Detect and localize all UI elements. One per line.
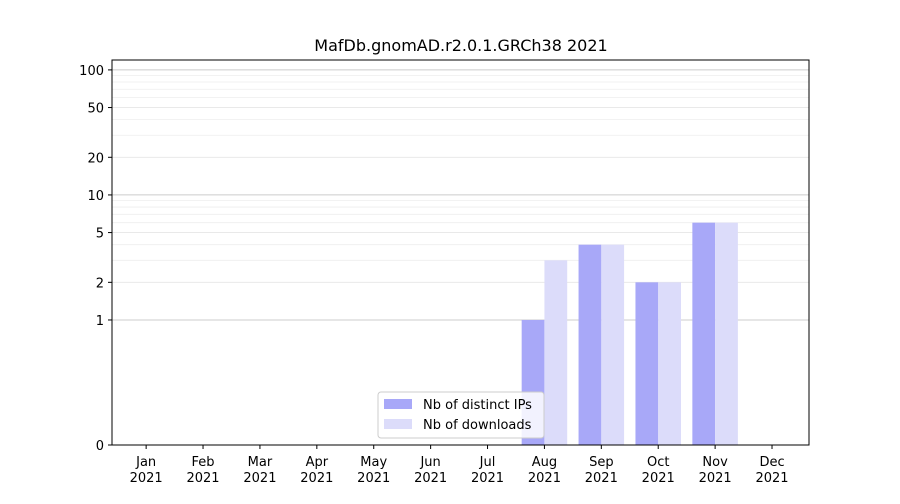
y-tick-label: 100 (79, 64, 104, 79)
y-tick-label: 1 (96, 314, 104, 329)
x-tick-month: Aug (532, 455, 557, 470)
x-tick-year: 2021 (130, 471, 163, 486)
x-tick-month: Oct (647, 455, 669, 470)
bar-distinct-ips-oct (635, 282, 659, 445)
legend-swatch (384, 419, 412, 429)
legend-swatch (384, 399, 412, 409)
x-tick-year: 2021 (186, 471, 219, 486)
y-tick-label: 0 (96, 439, 104, 454)
bars (521, 222, 738, 445)
x-tick-year: 2021 (642, 471, 675, 486)
y-tick-label: 50 (87, 102, 104, 117)
legend-label: Nb of distinct IPs (423, 398, 532, 413)
x-tick-month: Dec (759, 455, 784, 470)
x-tick-month: Apr (306, 455, 329, 470)
plot-frame (111, 59, 810, 446)
x-tick-month: Jul (479, 455, 496, 470)
x-tick-month: Nov (702, 455, 728, 470)
x-tick-year: 2021 (357, 471, 390, 486)
x-tick-year: 2021 (755, 471, 788, 486)
x-tick-month: Sep (589, 455, 614, 470)
x-tick-month: Jun (419, 455, 440, 470)
legend-label: Nb of downloads (423, 418, 532, 433)
bar-downloads-sep (601, 244, 625, 445)
bar-distinct-ips-nov (692, 222, 716, 445)
x-tick-month: Jan (135, 455, 156, 470)
x-tick-year: 2021 (414, 471, 447, 486)
x-tick-year: 2021 (300, 471, 333, 486)
x-tick-year: 2021 (243, 471, 276, 486)
bar-distinct-ips-sep (578, 244, 602, 445)
bar-downloads-aug (544, 260, 568, 445)
bar-downloads-nov (715, 222, 738, 445)
x-tick-month: May (360, 455, 387, 470)
x-tick-year: 2021 (471, 471, 504, 486)
y-tick-label: 2 (96, 276, 104, 291)
x-tick-year: 2021 (528, 471, 561, 486)
y-tick-label: 20 (87, 151, 104, 166)
legend: Nb of distinct IPs Nb of downloads (377, 391, 545, 439)
x-tick-month: Feb (192, 455, 215, 470)
x-axis-ticks: Jan2021Feb2021Mar2021Apr2021May2021Jun20… (130, 445, 789, 486)
y-axis-ticks: 0 1 2 5 10 20 50 100 (79, 64, 112, 454)
bar-downloads-oct (658, 282, 681, 445)
y-tick-label: 5 (96, 227, 104, 242)
x-tick-month: Mar (248, 455, 273, 470)
x-tick-year: 2021 (699, 471, 732, 486)
chart-title: MafDb.gnomAD.r2.0.1.GRCh38 2021 (314, 36, 607, 55)
x-tick-year: 2021 (585, 471, 618, 486)
legend-box (377, 391, 545, 439)
y-tick-label: 10 (87, 189, 104, 204)
